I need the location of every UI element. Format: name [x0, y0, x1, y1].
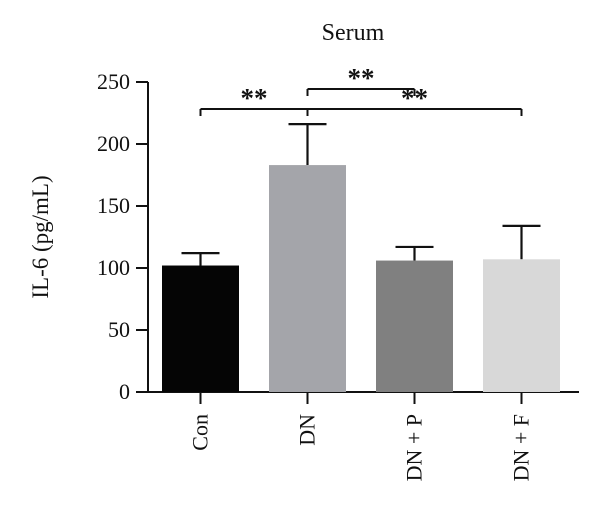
- significance-layer: ** ** **: [199, 63, 523, 116]
- x-tick-label: Con: [188, 414, 213, 451]
- chart-title: Serum: [322, 20, 385, 46]
- significance-label: **: [401, 83, 428, 113]
- y-tick-label: 0: [119, 379, 130, 404]
- bar-dn-f: [483, 259, 560, 392]
- y-tick-label: 100: [97, 255, 130, 280]
- y-axis-label: IL-6 (pg/mL): [28, 175, 53, 298]
- bar-dn: [269, 165, 346, 392]
- error-bars-layer: [181, 123, 541, 266]
- significance-label: **: [348, 63, 375, 93]
- significance-label: **: [241, 83, 268, 113]
- bar-con: [162, 265, 239, 392]
- x-tick-label: DN: [295, 414, 320, 446]
- x-tick-label: DN + F: [509, 414, 534, 481]
- y-tick-label: 200: [97, 131, 130, 156]
- y-tick-label: 250: [97, 69, 130, 94]
- y-tick-label: 50: [108, 317, 130, 342]
- x-tick-label: DN + P: [402, 414, 427, 481]
- bars-layer: [162, 165, 560, 392]
- y-ticks-layer: 0 50 100 150 200 250: [97, 69, 148, 404]
- x-ticks-layer: Con DN DN + P DN + F: [188, 392, 534, 481]
- bar-dn-p: [376, 260, 453, 392]
- y-tick-label: 150: [97, 193, 130, 218]
